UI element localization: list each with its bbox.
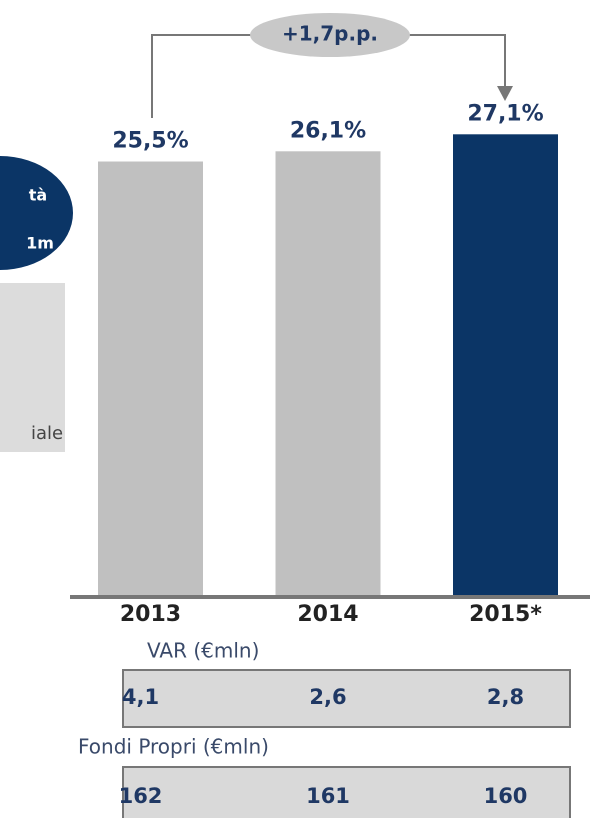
table-cell: 161 (306, 784, 350, 808)
table-cell: 162 (119, 784, 163, 808)
table-cell: 160 (484, 784, 528, 808)
callout-text: 1m (26, 234, 54, 253)
bar (453, 134, 558, 596)
value-label: 27,1% (467, 101, 543, 126)
table-title: Fondi Propri (€mln) (78, 735, 269, 759)
table-box (122, 669, 571, 728)
table-cell: 2,6 (309, 685, 346, 709)
value-label: 25,5% (112, 129, 188, 154)
annotation-ellipse (250, 13, 410, 57)
annotation-text: +1,7p.p. (282, 22, 378, 46)
x-tick-label: 2013 (120, 602, 181, 627)
annotation-arrowhead (497, 86, 513, 101)
x-tick-label: 2015* (469, 602, 542, 627)
callout-ellipse (0, 156, 73, 270)
note-text: iale (31, 423, 63, 444)
note-box (0, 283, 65, 452)
table-title: VAR (€mln) (147, 639, 259, 663)
callout-text: tà (29, 186, 47, 205)
bar (98, 161, 203, 595)
table-cell: 2,8 (487, 685, 524, 709)
table-cell: 4,1 (122, 685, 159, 709)
bar (275, 151, 381, 596)
x-tick-label: 2014 (297, 602, 358, 627)
table-box (122, 766, 571, 818)
value-label: 26,1% (290, 118, 366, 143)
